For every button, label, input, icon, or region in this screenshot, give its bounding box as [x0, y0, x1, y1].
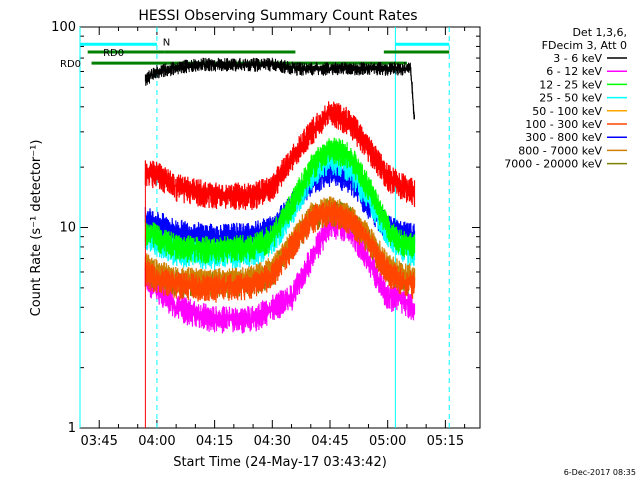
y-axis-label: Count Rate (s⁻¹ detector⁻¹): [29, 140, 44, 317]
y-tick-label: 1: [68, 421, 76, 436]
flag-label: RD0: [60, 59, 81, 70]
series-line: [144, 57, 415, 120]
x-tick-label: 04:15: [196, 434, 233, 449]
series-line: [144, 200, 416, 303]
legend-item-label: 50 - 100 keV: [532, 105, 602, 118]
x-axis-label: Start Time (24-May-17 03:43:42): [173, 455, 387, 470]
legend-item-label: 3 - 6 keV: [553, 52, 602, 65]
x-tick-label: 05:00: [369, 434, 406, 449]
series-line: [144, 101, 416, 211]
legend-header: FDecim 3, Att 0: [542, 39, 627, 52]
x-tick-label: 03:45: [80, 434, 117, 449]
flag-label: RD0: [103, 48, 124, 59]
legend-item-label: 12 - 25 keV: [539, 78, 602, 91]
x-tick-label: 05:15: [427, 434, 464, 449]
legend-item-label: 100 - 300 keV: [525, 118, 602, 131]
legend-item-label: 6 - 12 keV: [546, 65, 602, 78]
legend-item-label: 300 - 800 keV: [525, 131, 602, 144]
series-line: [144, 137, 416, 264]
y-tick-label: 10: [59, 221, 76, 236]
y-tick-label: 100: [51, 20, 76, 35]
flag-label: N: [163, 37, 170, 48]
legend-header: Det 1,3,6,: [572, 26, 627, 39]
x-tick-label: 04:45: [311, 434, 348, 449]
x-tick-label: 04:00: [138, 434, 175, 449]
legend-item-label: 7000 - 20000 keV: [504, 158, 602, 171]
date-stamp: 6-Dec-2017 08:35: [564, 468, 636, 477]
chart-title: HESSI Observing Summary Count Rates: [138, 8, 417, 24]
series-line: [144, 211, 416, 334]
legend-item-label: 25 - 50 keV: [539, 92, 602, 105]
x-tick-label: 04:30: [254, 434, 291, 449]
plot-area: 1 10 100 03:45 04:00 04:15 04:30 04:45 05:00 05:1…: [51, 20, 481, 449]
legend-item-label: 800 - 7000 keV: [518, 144, 602, 157]
